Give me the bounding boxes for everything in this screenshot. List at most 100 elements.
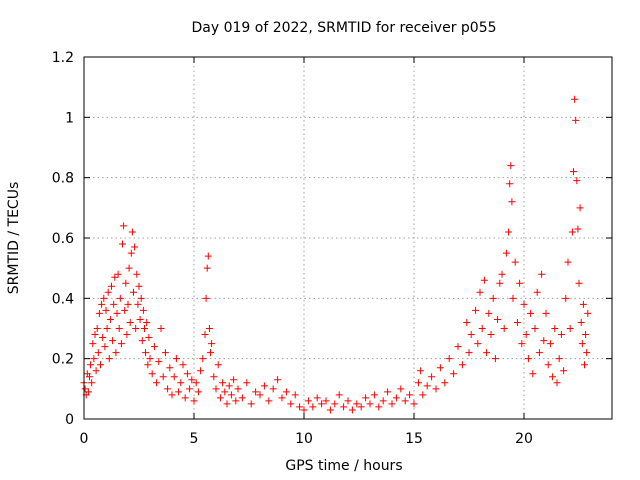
data-point — [133, 270, 141, 278]
y-tick-label: 1.2 — [52, 50, 74, 66]
data-point — [146, 355, 154, 363]
data-point — [581, 361, 588, 369]
data-point — [88, 379, 96, 387]
data-point — [144, 361, 152, 369]
data-point — [507, 162, 515, 170]
data-point — [570, 168, 577, 176]
y-tick-label: 0.6 — [52, 231, 74, 247]
data-point — [296, 403, 304, 411]
data-point — [417, 367, 425, 375]
data-point — [223, 400, 231, 408]
data-point — [472, 306, 480, 314]
data-point — [172, 355, 180, 363]
data-point — [467, 331, 475, 339]
data-point — [127, 249, 135, 257]
data-point — [551, 325, 559, 332]
data-point — [212, 385, 220, 393]
data-point — [560, 367, 568, 375]
data-point — [119, 240, 126, 248]
y-tick-label: 1 — [65, 110, 74, 126]
data-point — [555, 355, 563, 363]
data-point — [135, 282, 143, 290]
data-point — [362, 394, 370, 402]
y-axis-label: SRMTID / TECUs — [6, 182, 22, 295]
data-point — [344, 397, 352, 405]
data-point — [252, 388, 260, 396]
data-point — [114, 270, 122, 278]
data-point — [571, 95, 579, 103]
data-point — [313, 394, 321, 402]
data-point — [397, 385, 405, 393]
data-point — [478, 325, 486, 332]
data-point — [406, 391, 414, 399]
data-point — [353, 400, 361, 408]
data-point — [436, 364, 444, 372]
data-point — [291, 391, 299, 399]
data-point — [544, 361, 552, 369]
data-point — [582, 331, 590, 339]
data-point — [454, 343, 462, 351]
data-point — [326, 406, 334, 414]
data-point — [480, 276, 488, 284]
data-point — [98, 300, 106, 308]
data-point — [116, 294, 124, 302]
data-point — [445, 355, 453, 363]
data-point — [575, 279, 583, 287]
data-point — [150, 343, 158, 351]
data-point — [265, 397, 273, 405]
grid — [84, 57, 612, 419]
data-point — [485, 309, 493, 317]
data-point — [108, 282, 115, 290]
data-point — [97, 361, 104, 369]
data-point — [141, 325, 148, 332]
data-point — [502, 249, 510, 257]
data-point — [159, 373, 167, 381]
data-point — [221, 388, 229, 396]
data-point — [109, 337, 117, 345]
data-point — [573, 177, 581, 185]
data-point — [388, 400, 396, 408]
data-point — [142, 349, 150, 357]
data-point — [269, 385, 277, 393]
data-point — [500, 325, 508, 332]
y-tick-label: 0.8 — [52, 171, 74, 187]
data-point — [546, 340, 554, 348]
data-point — [583, 349, 591, 357]
data-point — [553, 379, 561, 387]
data-point — [126, 318, 134, 326]
data-point — [564, 258, 572, 266]
data-point — [181, 394, 189, 402]
axis-ticks: 0 5 10 15 20 0 0.2 0.4 0.6 0.8 1 1.2 — [52, 50, 612, 447]
data-point — [540, 337, 548, 345]
data-point — [577, 318, 585, 326]
data-point — [483, 349, 491, 357]
data-point — [441, 379, 449, 387]
data-point — [243, 379, 251, 387]
x-tick-label: 10 — [295, 431, 313, 447]
data-point — [168, 391, 176, 399]
data-point — [557, 331, 565, 339]
data-point — [331, 400, 339, 408]
data-point — [392, 394, 400, 402]
data-point — [95, 309, 103, 317]
data-point — [494, 315, 502, 323]
data-point — [112, 349, 120, 357]
data-point — [91, 331, 99, 339]
data-point — [102, 306, 110, 314]
y-tick-label: 0.2 — [52, 352, 74, 368]
data-point — [322, 397, 330, 405]
data-point — [227, 391, 235, 399]
data-point — [513, 318, 521, 326]
data-point — [562, 294, 570, 302]
data-point — [148, 370, 156, 378]
data-point — [238, 394, 246, 402]
data-point — [207, 349, 214, 357]
data-point — [348, 406, 356, 414]
data-point — [230, 376, 238, 384]
data-point — [125, 264, 133, 272]
data-point — [509, 294, 517, 302]
data-point — [101, 343, 109, 351]
data-point — [474, 340, 482, 348]
data-point — [572, 116, 580, 124]
data-point — [357, 403, 365, 411]
